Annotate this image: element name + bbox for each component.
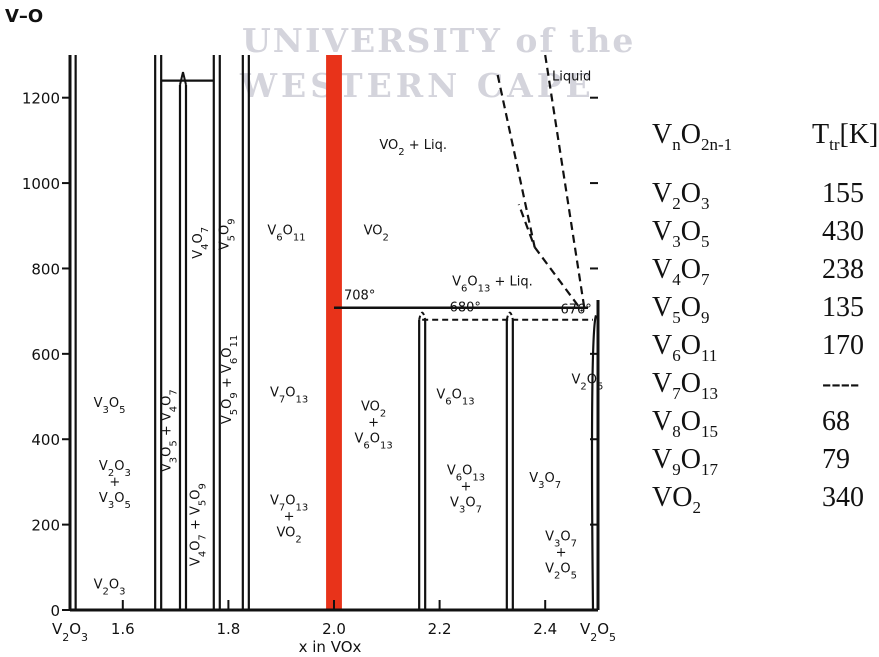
table-row: V7O13 ---- — [652, 365, 874, 403]
row-formula: V8O15 — [652, 406, 718, 441]
y-tick-label: 200 — [31, 517, 60, 535]
x-tick-label: 2.4 — [533, 620, 557, 638]
row-formula: V6O11 — [652, 330, 718, 365]
row-temperature: 430 — [822, 216, 864, 247]
x-tick-label: 1.8 — [216, 620, 240, 638]
region-label: V2O5 — [545, 562, 577, 582]
y-tick-label: 1000 — [22, 175, 60, 193]
region-label: V3O5 + V4O7 — [159, 389, 179, 472]
temperature-label: 676° — [560, 302, 591, 317]
region-label-plus: + — [368, 415, 379, 430]
region-label: V6O13 — [447, 463, 485, 483]
phase-line-top — [505, 311, 514, 320]
table-row: V4O7 238 — [652, 251, 874, 289]
x-tick-label: V2O3 — [52, 620, 88, 644]
region-label: V3O7 — [450, 495, 482, 515]
table-row: V3O5 430 — [652, 213, 874, 251]
vo2-highlight-band — [326, 55, 342, 610]
header-temperature: Ttr[K] — [812, 119, 879, 154]
y-tick-label: 600 — [31, 346, 60, 364]
header-formula: VnO2n-1 — [652, 119, 733, 154]
v4o7-peak — [179, 71, 187, 86]
region-label: V6O13 — [436, 388, 474, 408]
region-label: V2O3 — [99, 459, 131, 479]
y-tick-label: 0 — [50, 602, 60, 620]
region-label-plus: + — [109, 475, 120, 490]
region-label: V7O13 — [270, 493, 308, 513]
region-label: Liquid — [552, 70, 591, 85]
table-row: V6O11 170 — [652, 327, 874, 365]
x-tick-label: 2.0 — [322, 620, 346, 638]
v2o5-curve — [590, 315, 598, 611]
region-label: V2O5 — [571, 373, 603, 393]
table-row: V5O9 135 — [652, 289, 874, 327]
figure-label: V–O — [5, 6, 43, 27]
table-row: VO2 340 — [652, 479, 874, 517]
x-tick-label: 2.2 — [428, 620, 452, 638]
region-label: VO2 — [361, 399, 386, 419]
table-row: V8O15 68 — [652, 403, 874, 441]
region-label: V3O7 — [529, 471, 561, 491]
region-label-plus: + — [284, 509, 295, 524]
liquidus-dashed — [533, 54, 586, 312]
row-temperature: 68 — [822, 406, 850, 437]
region-label: V4O7 + V5O9 — [188, 483, 208, 566]
region-label: V5O9 — [217, 218, 237, 250]
region-label: V3O7 — [545, 530, 577, 550]
region-label: V6O11 — [267, 223, 305, 243]
table-row: V2O3 155 — [652, 175, 874, 213]
table-row: V9O17 79 — [652, 441, 874, 479]
region-label: VO2 — [276, 525, 301, 545]
row-formula: V9O17 — [652, 444, 718, 479]
table-header: VnO2n-1 Ttr[K] — [652, 115, 878, 175]
row-temperature: ---- — [822, 368, 860, 399]
row-temperature: 340 — [822, 482, 864, 513]
row-temperature: 238 — [822, 254, 864, 285]
y-tick-label: 800 — [31, 260, 60, 278]
x-axis-label: x in VOx — [299, 638, 362, 656]
row-temperature: 155 — [822, 178, 864, 209]
region-label: V2O3 — [94, 578, 126, 598]
row-formula: V2O3 — [652, 178, 710, 213]
liquidus-left-dashed — [496, 74, 536, 248]
region-label: V5O9 + V6O11 — [220, 335, 240, 424]
region-label-plus: + — [461, 479, 472, 494]
row-temperature: 170 — [822, 330, 864, 361]
temperature-label: 680° — [450, 301, 481, 316]
row-formula: V3O5 — [652, 216, 710, 251]
watermark-line1: UNIVERSITY of the — [242, 21, 635, 60]
row-formula: VO2 — [652, 482, 701, 517]
region-label: VO2 — [364, 223, 389, 243]
y-tick-label: 400 — [31, 431, 60, 449]
region-label: V4O7 — [191, 227, 211, 259]
x-tick-label: V2O5 — [580, 620, 616, 644]
temperature-label: 708° — [344, 289, 375, 304]
y-tick-label: 1200 — [22, 90, 60, 108]
region-label-plus: + — [556, 546, 567, 561]
region-label: VO2 + Liq. — [379, 138, 447, 158]
row-formula: V7O13 — [652, 368, 718, 403]
row-temperature: 135 — [822, 292, 864, 323]
region-label: V7O13 — [270, 386, 308, 406]
transition-temperature-table: VnO2n-1 Ttr[K] V2O3 155 V3O5 430 V4O7 238 V5O9… — [652, 115, 878, 517]
watermark-line2: WESTERN CAPE — [239, 66, 595, 105]
region-label: V3O5 — [94, 396, 126, 416]
row-temperature: 79 — [822, 444, 850, 475]
region-label: V6O13 + Liq. — [452, 275, 533, 295]
row-formula: V5O9 — [652, 292, 710, 327]
region-label: V3O5 — [99, 491, 131, 511]
row-formula: V4O7 — [652, 254, 710, 289]
phase-line-top — [418, 311, 427, 320]
region-label: V6O13 — [354, 431, 392, 451]
x-tick-label: 1.6 — [111, 620, 135, 638]
